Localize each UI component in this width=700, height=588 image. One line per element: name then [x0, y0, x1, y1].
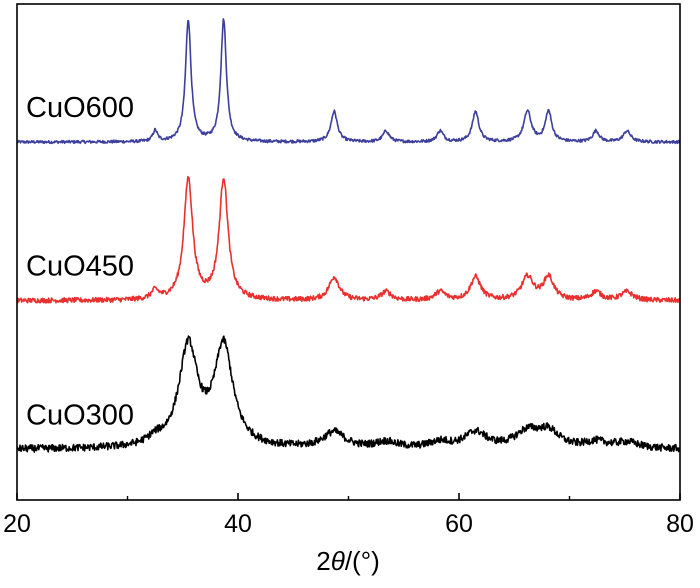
x-tick-label-60: 60	[445, 510, 473, 538]
series-layer	[16, 18, 681, 453]
series-labels: CuO600 CuO450 CuO300	[26, 92, 134, 431]
x-axis-label-unit: /(°)	[345, 546, 380, 576]
series-label-cuo600: CuO600	[26, 92, 134, 124]
series-line-cuo600	[16, 18, 681, 145]
series-line-cuo300	[16, 335, 681, 453]
x-tick-label-80: 80	[666, 510, 694, 538]
x-axis: 20 40 60 80	[3, 493, 694, 538]
x-axis-label-theta: θ	[331, 546, 345, 576]
series-line-cuo450	[16, 175, 681, 304]
x-tick-label-40: 40	[224, 510, 252, 538]
series-label-cuo300: CuO300	[26, 400, 134, 432]
x-tick-label-20: 20	[3, 510, 31, 538]
series-label-cuo450: CuO450	[26, 251, 134, 283]
x-axis-label-part-1: 2	[316, 546, 330, 576]
x-axis-label: 2θ/(°)	[316, 546, 380, 576]
